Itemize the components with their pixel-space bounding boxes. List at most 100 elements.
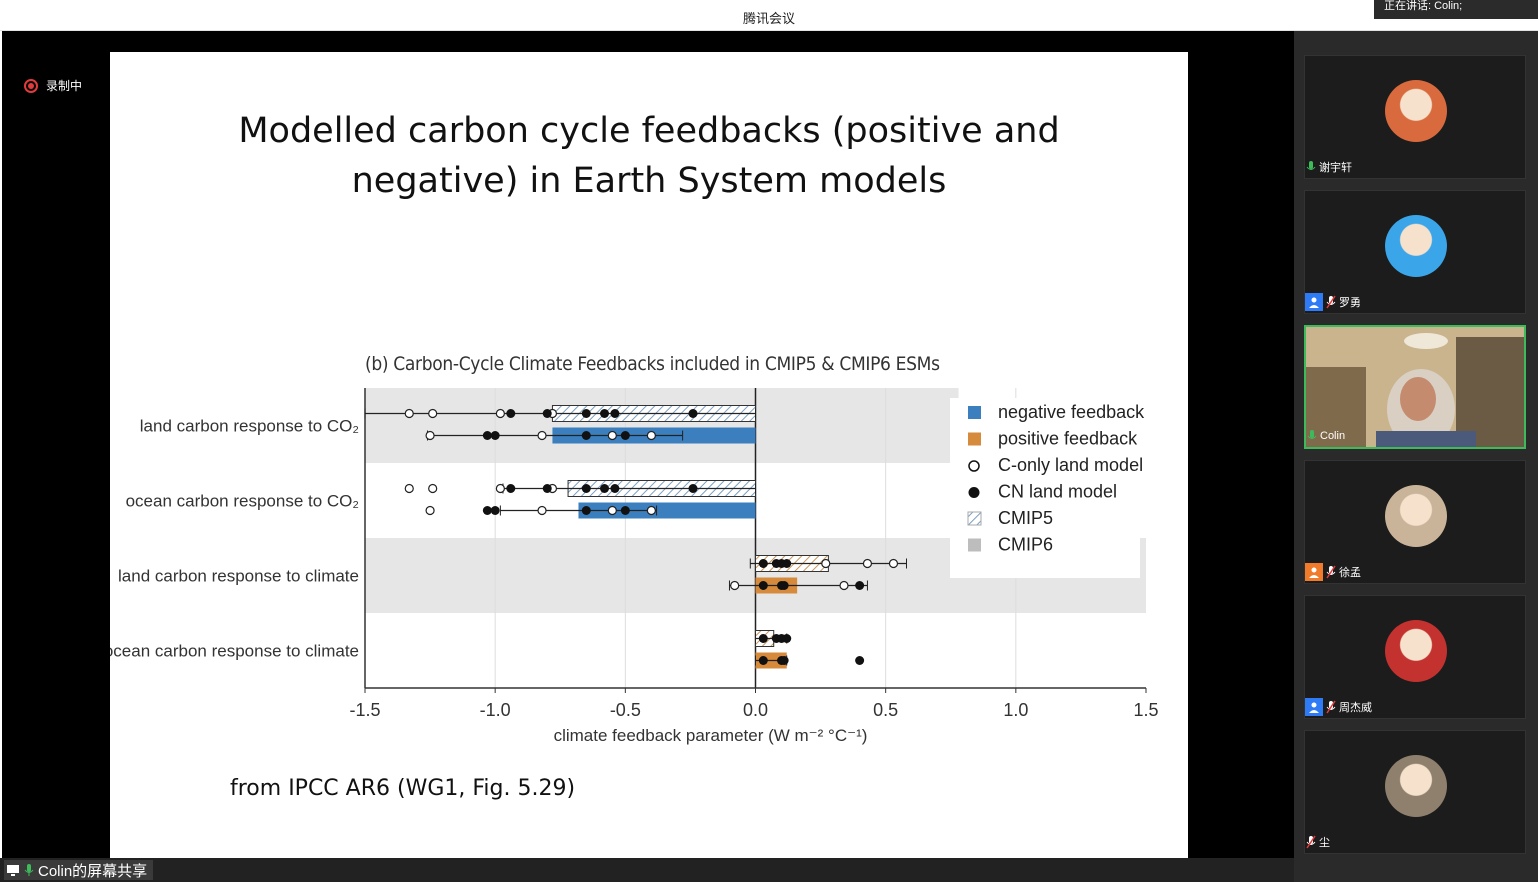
point-cn <box>688 484 698 493</box>
bottom-bar: Colin的屏幕共享 <box>0 858 1294 882</box>
record-icon <box>24 78 38 93</box>
participant-tile[interactable]: 谢宇轩 <box>1304 55 1526 179</box>
point-cn <box>600 409 610 418</box>
bar-cmip6 <box>578 502 756 519</box>
point-c-only <box>862 558 873 569</box>
participant-label: 徐孟 <box>1305 563 1361 581</box>
point-cn <box>758 634 768 643</box>
speaking-indicator: 正在讲话: Colin; <box>1374 0 1538 19</box>
slide-title: Modelled carbon cycle feedbacks (positiv… <box>110 106 1188 206</box>
point-c-only <box>646 430 656 441</box>
participant-sidebar: 谢宇轩罗勇 Colin 徐孟周杰威尘 <box>1294 31 1538 882</box>
point-cn <box>581 431 591 440</box>
mic-muted-icon <box>1325 295 1337 309</box>
point-cn <box>506 409 516 418</box>
point-cn <box>620 506 630 515</box>
legend-swatch <box>967 511 982 526</box>
point-cn <box>506 484 516 493</box>
x-tick-label: -1.5 <box>349 700 380 720</box>
mic-muted-icon <box>1325 700 1337 714</box>
avatar-boy-photo-icon <box>1385 80 1447 142</box>
mic-icon <box>1305 160 1317 174</box>
legend-label: CMIP6 <box>998 535 1053 555</box>
x-tick-label: 1.5 <box>1133 700 1158 720</box>
participant-tile[interactable]: 徐孟 <box>1304 460 1526 584</box>
point-c-only <box>425 430 435 441</box>
participant-label: 尘 <box>1305 833 1330 851</box>
chart-band <box>365 388 959 463</box>
point-c-only <box>888 558 899 569</box>
legend-box <box>950 398 1140 578</box>
feedback-chart: (b) Carbon-Cycle Climate Feedbacks inclu… <box>110 353 1159 745</box>
user-icon <box>1305 563 1323 581</box>
mic-muted-icon <box>1325 565 1337 579</box>
point-cn <box>542 484 552 493</box>
legend-swatch <box>968 538 981 552</box>
participant-tile[interactable]: 尘 <box>1304 730 1526 854</box>
point-c-only <box>537 430 547 441</box>
user-icon <box>1305 293 1323 311</box>
participant-label: Colin <box>1306 427 1345 445</box>
participant-name: Colin <box>1320 430 1346 442</box>
legend-label: C-only land model <box>998 455 1143 475</box>
recording-indicator[interactable]: 录制中 <box>24 77 82 94</box>
legend-swatch <box>968 406 981 419</box>
slide-source: from IPCC AR6 (WG1, Fig. 5.29) <box>230 776 576 801</box>
point-cn <box>581 506 591 515</box>
x-tick-label: 0.0 <box>743 700 768 720</box>
legend-label: positive feedback <box>998 429 1138 449</box>
avatar-cartoon-man-icon <box>1385 215 1447 277</box>
legend-swatch <box>968 460 980 472</box>
title-bar: 腾讯会议 正在讲话: Colin; <box>0 0 1538 31</box>
point-cn <box>758 656 768 665</box>
point-cn <box>855 656 865 665</box>
point-c-only <box>495 408 505 419</box>
screen-share-label: Colin的屏幕共享 <box>4 860 154 880</box>
share-label-text: Colin的屏幕共享 <box>38 862 148 880</box>
recording-label: 录制中 <box>46 79 83 93</box>
point-c-only <box>404 408 414 419</box>
point-cn <box>855 581 865 590</box>
point-c-only <box>537 505 547 516</box>
slide-title-line1: Modelled carbon cycle feedbacks (positiv… <box>238 111 1060 151</box>
x-tick-label: -0.5 <box>610 700 641 720</box>
point-c-only <box>428 408 438 419</box>
point-cn <box>490 506 500 515</box>
presentation-slide: Modelled carbon cycle feedbacks (positiv… <box>110 52 1188 860</box>
point-c-only <box>646 505 656 516</box>
point-c-only <box>607 505 617 516</box>
participant-tile[interactable]: Colin <box>1304 325 1526 449</box>
point-cn <box>482 431 492 440</box>
mic-icon <box>1306 429 1318 443</box>
shared-screen: 录制中 Modelled carbon cycle feedbacks (pos… <box>2 31 1294 860</box>
legend-swatch <box>968 432 981 446</box>
x-tick-label: 0.5 <box>873 700 898 720</box>
participant-label: 周杰威 <box>1305 698 1372 716</box>
avatar-woman-photo-icon <box>1385 485 1447 547</box>
point-cn <box>482 506 492 515</box>
user-icon <box>1305 698 1323 716</box>
avatar-abstract-art-icon <box>1385 620 1447 682</box>
participant-name: 周杰威 <box>1339 702 1372 714</box>
point-cn <box>581 409 591 418</box>
category-label: ocean carbon response to climate <box>110 642 359 661</box>
point-c-only <box>404 483 414 494</box>
point-cn <box>758 581 768 590</box>
participant-label: 谢宇轩 <box>1305 158 1352 176</box>
app-title: 腾讯会议 <box>742 11 795 26</box>
legend-swatch <box>968 487 980 498</box>
point-c-only <box>607 430 617 441</box>
point-cn <box>610 484 620 493</box>
participant-name: 徐孟 <box>1339 567 1361 579</box>
x-tick-label: 1.0 <box>1003 700 1028 720</box>
participant-name: 谢宇轩 <box>1319 162 1352 174</box>
category-label: ocean carbon response to CO₂ <box>126 492 359 511</box>
point-c-only <box>730 580 740 591</box>
category-label: land carbon response to climate <box>118 567 359 586</box>
chart-title: (b) Carbon-Cycle Climate Feedbacks inclu… <box>365 353 940 375</box>
point-cn <box>620 431 630 440</box>
legend-label: CN land model <box>998 482 1117 502</box>
screen-share-icon <box>7 865 19 876</box>
participant-tile[interactable]: 周杰威 <box>1304 595 1526 719</box>
participant-tile[interactable]: 罗勇 <box>1304 190 1526 314</box>
